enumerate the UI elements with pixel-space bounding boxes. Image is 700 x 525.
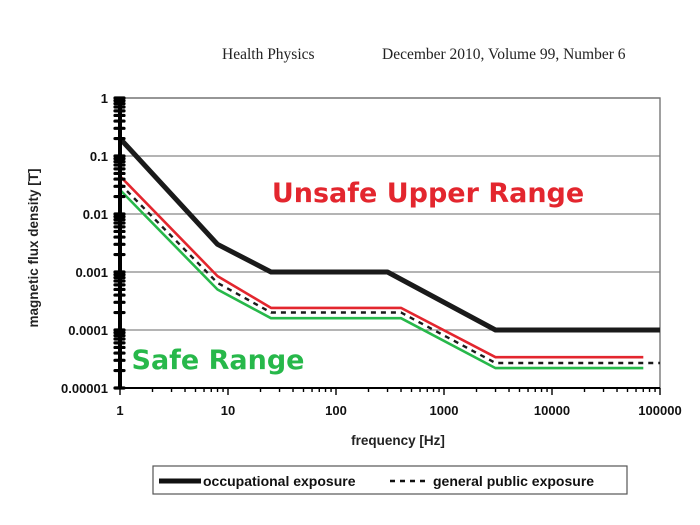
journal-issue: December 2010, Volume 99, Number 6 [382,46,626,63]
legend: occupational exposure general public expo… [152,465,628,495]
unsafe-upper-range-label: Unsafe Upper Range [272,178,584,209]
y-tick-label: 0.001 [75,265,108,280]
legend-label-general-public: general public exposure [433,473,594,489]
x-tick-label: 1 [116,403,123,418]
x-tick-label: 10000 [534,403,570,418]
journal-name: Health Physics [222,46,315,63]
x-tick-label: 1000 [430,403,459,418]
y-axis-title: magnetic flux density [T] [26,168,41,327]
y-tick-label: 0.00001 [61,381,108,396]
y-tick-label: 0.0001 [68,323,108,338]
x-tick-label: 10 [221,403,235,418]
y-tick-label: 1 [101,91,108,106]
x-tick-label: 100000 [638,403,681,418]
y-tick-label: 0.1 [90,149,108,164]
y-tick-label: 0.01 [83,207,108,222]
annotation-layer: Unsafe Upper Range Safe Range [132,178,585,376]
series-red-line [119,175,644,359]
safe-range-label: Safe Range [132,345,305,376]
x-tick-label: 100 [325,403,347,418]
series-green-line [119,188,644,370]
series-occupational-exposure [118,136,660,333]
x-axis-title: frequency [Hz] [351,433,445,448]
legend-label-occupational: occupational exposure [203,473,356,489]
series-general-public-exposure [119,183,660,365]
series-layer [118,136,660,370]
journal-header: Health Physics December 2010, Volume 99,… [0,44,700,68]
axis-layer: 1 0.1 0.01 0.001 0.0001 0.00001 1 10 100 1000 1000… [26,91,682,448]
